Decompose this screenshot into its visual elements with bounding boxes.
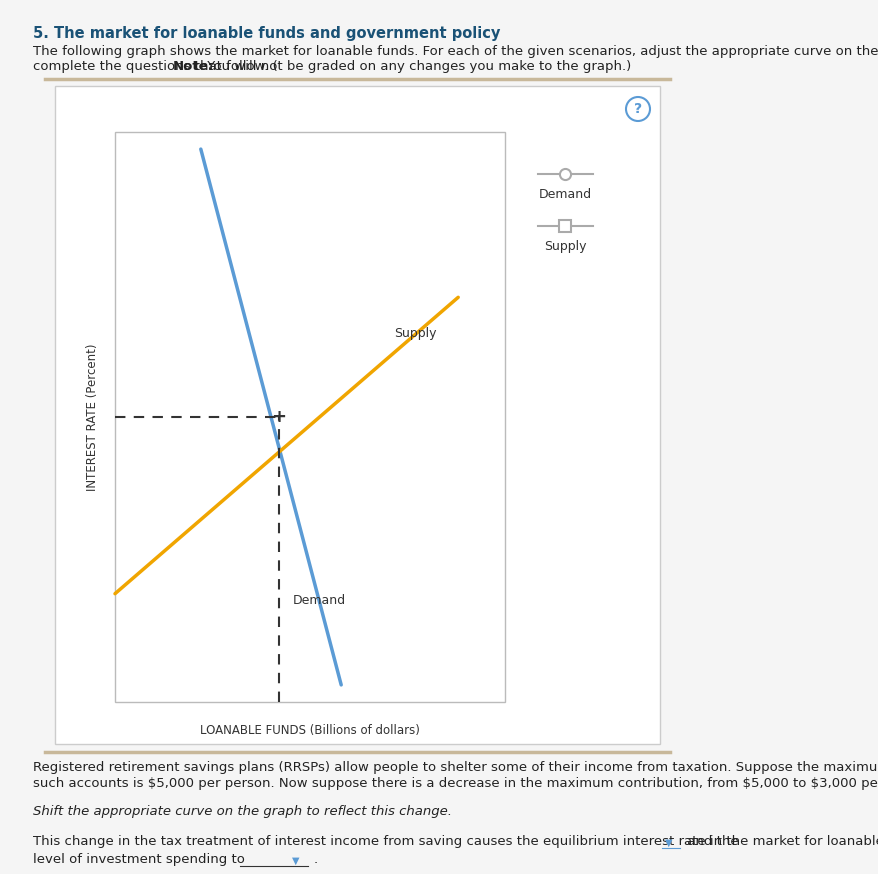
- Text: complete the questions that follow. (: complete the questions that follow. (: [33, 60, 277, 73]
- Text: This change in the tax treatment of interest income from saving causes the equil: This change in the tax treatment of inte…: [33, 835, 878, 848]
- Text: Demand: Demand: [292, 593, 345, 607]
- Text: Supply: Supply: [543, 240, 586, 253]
- Text: .: .: [313, 853, 318, 866]
- Text: The following graph shows the market for loanable funds. For each of the given s: The following graph shows the market for…: [33, 45, 878, 58]
- Text: INTEREST RATE (Percent): INTEREST RATE (Percent): [86, 343, 99, 490]
- Text: ▼: ▼: [291, 856, 299, 866]
- Text: You will not be graded on any changes you make to the graph.): You will not be graded on any changes yo…: [203, 60, 630, 73]
- Text: LOANABLE FUNDS (Billions of dollars): LOANABLE FUNDS (Billions of dollars): [200, 724, 420, 737]
- FancyBboxPatch shape: [115, 132, 505, 702]
- Text: such accounts is $5,000 per person. Now suppose there is a decrease in the maxim: such accounts is $5,000 per person. Now …: [33, 777, 878, 790]
- Text: and the: and the: [682, 835, 738, 848]
- Text: Note:: Note:: [173, 60, 213, 73]
- Text: level of investment spending to: level of investment spending to: [33, 853, 245, 866]
- FancyBboxPatch shape: [55, 86, 659, 744]
- Text: 5. The market for loanable funds and government policy: 5. The market for loanable funds and gov…: [33, 26, 500, 41]
- Text: +: +: [271, 408, 286, 426]
- Text: ▼: ▼: [665, 838, 672, 848]
- Text: Registered retirement savings plans (RRSPs) allow people to shelter some of thei: Registered retirement savings plans (RRS…: [33, 761, 878, 774]
- Text: Supply: Supply: [393, 327, 435, 340]
- Text: Demand: Demand: [538, 188, 591, 201]
- Text: ?: ?: [633, 102, 641, 116]
- Text: Shift the appropriate curve on the graph to reflect this change.: Shift the appropriate curve on the graph…: [33, 805, 451, 818]
